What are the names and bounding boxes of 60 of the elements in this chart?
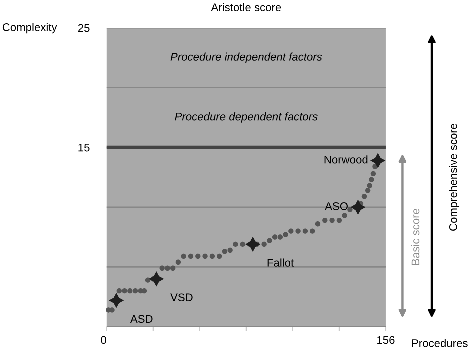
point bbox=[288, 228, 294, 234]
point bbox=[122, 288, 128, 294]
point bbox=[310, 228, 316, 234]
point bbox=[342, 213, 348, 218]
point bbox=[336, 218, 342, 224]
annotation: Procedure independent factors bbox=[170, 52, 322, 64]
y-tick-label: 15 bbox=[78, 144, 90, 152]
point bbox=[370, 171, 376, 177]
text: Comprehensive score bbox=[449, 124, 460, 231]
annotation: ASD bbox=[130, 315, 153, 324]
point bbox=[245, 236, 261, 252]
point bbox=[365, 188, 371, 194]
annotation: Fallot bbox=[268, 258, 294, 267]
point bbox=[272, 234, 278, 240]
point bbox=[160, 266, 165, 271]
point bbox=[283, 232, 288, 238]
point bbox=[362, 194, 368, 200]
x-tick-label: 0 bbox=[101, 336, 106, 344]
point bbox=[128, 288, 133, 294]
point bbox=[176, 260, 182, 265]
point bbox=[149, 272, 164, 287]
chart-title: Aristotle score bbox=[211, 3, 282, 12]
point bbox=[367, 183, 372, 188]
point bbox=[116, 288, 122, 294]
text: Basic score bbox=[411, 209, 420, 266]
point bbox=[202, 254, 208, 260]
y-tick-label: 25 bbox=[78, 24, 90, 32]
point bbox=[370, 153, 386, 168]
point bbox=[296, 228, 301, 234]
point bbox=[322, 218, 328, 224]
point bbox=[145, 278, 151, 283]
point bbox=[369, 177, 374, 182]
y-axis-title: Complexity bbox=[2, 23, 58, 34]
point bbox=[228, 248, 233, 254]
point bbox=[210, 254, 216, 260]
point bbox=[233, 242, 238, 248]
point bbox=[315, 222, 321, 227]
point bbox=[350, 200, 366, 215]
point bbox=[181, 254, 186, 260]
point bbox=[330, 218, 335, 224]
point bbox=[217, 254, 222, 260]
point bbox=[262, 242, 267, 248]
point bbox=[132, 288, 138, 294]
point bbox=[278, 234, 284, 240]
annotation: ASO bbox=[325, 202, 348, 210]
point bbox=[302, 228, 308, 234]
x-tick-label: 156 bbox=[378, 336, 395, 344]
point bbox=[348, 207, 353, 212]
point bbox=[170, 266, 176, 271]
point bbox=[165, 266, 170, 271]
annotation: Procedure dependent factors bbox=[175, 112, 318, 123]
point bbox=[222, 249, 228, 254]
annotation: Norwood bbox=[324, 156, 368, 164]
point bbox=[188, 254, 194, 260]
point bbox=[267, 238, 272, 244]
point bbox=[196, 254, 201, 260]
x-axis-title: Procedures bbox=[412, 339, 468, 348]
annotation: VSD bbox=[170, 294, 193, 302]
point bbox=[108, 293, 124, 308]
point bbox=[240, 242, 246, 248]
